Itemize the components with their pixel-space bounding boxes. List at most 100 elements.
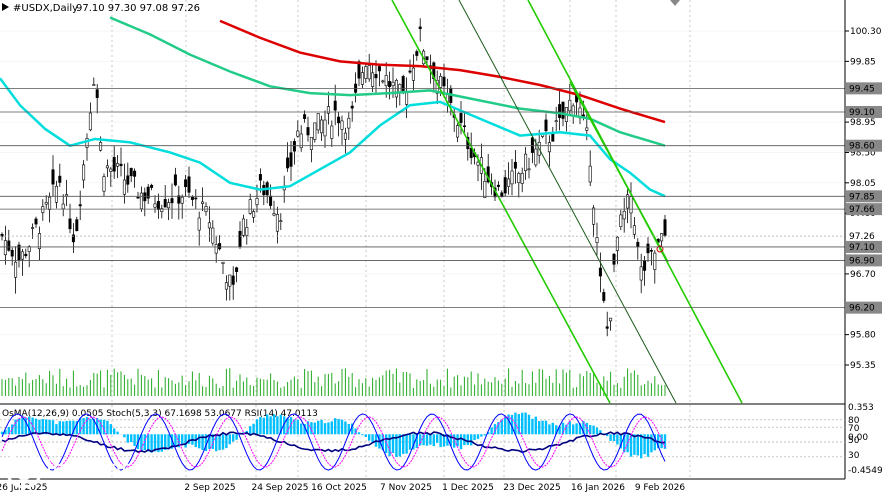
osma-bar <box>640 434 643 459</box>
candle-body <box>99 142 103 151</box>
candle-body <box>31 227 35 229</box>
osma-bar <box>38 419 41 435</box>
osma-bar <box>575 423 578 435</box>
moving-average-200 <box>219 19 666 124</box>
price-tick-label: 96.70 <box>850 270 876 280</box>
osma-bar <box>612 434 616 442</box>
indicator-header: OsMA(12,26,9) 0.0505 Stoch(5,3,3) 67.169… <box>2 409 318 419</box>
date-label: 7 Nov 2025 <box>380 483 432 493</box>
osma-bar <box>143 434 146 451</box>
candle-body <box>133 170 137 177</box>
candle-body <box>211 227 215 244</box>
candle-body <box>58 175 62 183</box>
candle-body <box>197 217 201 231</box>
candle-body <box>214 244 218 254</box>
osma-bar <box>548 424 551 435</box>
candle-body <box>374 74 378 79</box>
candle-body <box>228 274 232 287</box>
osma-bar <box>351 423 354 435</box>
candle-body <box>646 243 650 254</box>
price-candles[interactable] <box>0 18 667 337</box>
candle-body <box>163 199 167 208</box>
candle-body <box>503 177 507 194</box>
candle-body <box>626 194 630 209</box>
chart-menu-arrow-icon[interactable] <box>2 3 9 11</box>
osma-bar <box>116 431 119 435</box>
osma-bar <box>7 427 10 435</box>
moving-average-144 <box>109 16 666 147</box>
osma-bar <box>181 434 184 445</box>
osma-bar <box>395 434 398 458</box>
osma-bar <box>269 416 272 435</box>
osma-bar <box>531 418 534 435</box>
osma-bar <box>650 434 653 453</box>
candle-body <box>350 105 354 109</box>
candle-body <box>95 89 99 98</box>
candle-body <box>255 198 259 206</box>
candle-body <box>146 186 150 199</box>
osma-bar <box>555 425 558 435</box>
candle-body <box>78 204 82 207</box>
candle-body <box>71 234 75 243</box>
osma-bar <box>215 434 218 452</box>
level-tag-box <box>846 254 882 267</box>
symbol-title: #USDX,Daily <box>13 3 78 14</box>
osma-bar <box>48 419 51 435</box>
candle-body <box>85 138 89 148</box>
candle-body <box>476 161 480 166</box>
osma-bar <box>14 419 17 435</box>
channel-lower-dark-line[interactable] <box>458 0 677 404</box>
level-tag-box <box>846 301 882 314</box>
osma-bar <box>466 434 469 445</box>
osma-bar <box>439 434 442 448</box>
osma-bar <box>660 434 663 449</box>
osma-bar <box>228 434 231 445</box>
candle-body <box>326 106 330 114</box>
osma-bar <box>160 434 163 452</box>
osma-bar <box>572 424 575 435</box>
scroll-right-marker-icon <box>670 0 680 6</box>
level-tag-label: 99.10 <box>849 108 875 118</box>
candle-body <box>150 184 154 188</box>
candle-body <box>231 275 235 285</box>
osma-bar <box>133 434 136 446</box>
osma-bar <box>619 434 622 449</box>
candle-body <box>571 105 575 116</box>
candle-body <box>653 252 657 270</box>
candle-body <box>102 176 106 192</box>
logo-circle-icon <box>5 451 43 489</box>
candle-body <box>632 225 636 235</box>
osma-bar <box>113 428 116 435</box>
price-tick-label: 99.85 <box>850 57 876 67</box>
candle-body <box>513 161 517 169</box>
candle-body <box>61 203 65 210</box>
stochastic-signal-line <box>1 416 666 468</box>
osma-bar <box>609 434 612 441</box>
candle-body <box>439 75 443 88</box>
candle-body <box>316 113 320 131</box>
date-label: 23 Dec 2025 <box>503 483 561 493</box>
osma-bar <box>538 420 541 435</box>
osma-bar <box>398 434 401 457</box>
level-tag-label: 98.60 <box>849 142 875 152</box>
candle-body <box>384 75 388 87</box>
osma-bar <box>232 434 235 442</box>
channel-upper-line[interactable] <box>391 0 611 404</box>
osma-bar <box>541 420 544 435</box>
osma-bar <box>340 419 344 435</box>
candle-body <box>496 184 500 187</box>
osma-bar <box>306 421 310 435</box>
level-tag-box <box>846 82 882 95</box>
osma-bar <box>565 424 568 435</box>
osma-bar <box>296 419 299 435</box>
chart-header: #USDX,Daily 97.10 97.30 97.08 97.26 <box>2 0 680 14</box>
osma-bar <box>249 426 252 435</box>
candle-body <box>306 127 310 136</box>
candle-body <box>418 26 422 30</box>
candle-body <box>54 185 58 203</box>
candle-body <box>136 196 140 199</box>
osma-bar <box>334 418 337 435</box>
osma-bar <box>289 417 293 435</box>
